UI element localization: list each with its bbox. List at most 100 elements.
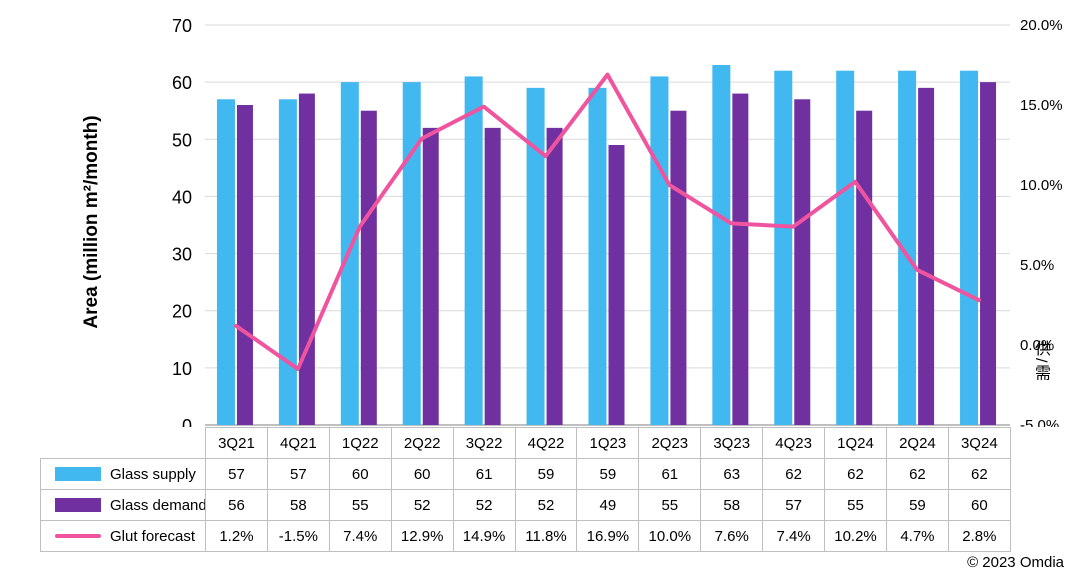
value-cell: 11.8% <box>514 520 578 552</box>
category-cell: 2Q22 <box>390 427 454 459</box>
table-row: Glass demand 56 58 55 52 52 52 49 55 58 57 55 59 60 <box>40 489 1011 521</box>
left-tick-label: 60 <box>172 73 192 93</box>
value-cell: 14.9% <box>452 520 516 552</box>
value-cell: 59 <box>885 489 949 521</box>
supply-bar <box>650 76 669 425</box>
value-cell: 57 <box>205 458 268 490</box>
category-cell: 2Q23 <box>638 427 702 459</box>
demand-bar <box>856 110 873 425</box>
left-tick-label: 10 <box>172 359 192 379</box>
supply-demand-chart: 0 10 20 30 40 50 60 70 -5.0% 0.0% 5.0% 10.0% 15.0% 20… <box>172 16 1063 427</box>
legend-cell: Glass supply <box>40 458 206 490</box>
category-cell: 3Q21 <box>205 427 268 459</box>
category-cell: 4Q21 <box>266 427 330 459</box>
glut-forecast-legend-swatch <box>55 534 101 538</box>
series-label: Glass demand <box>110 496 206 514</box>
value-cell: 12.9% <box>390 520 454 552</box>
left-tick-label: 30 <box>172 245 192 265</box>
left-tick-label: 50 <box>172 130 192 150</box>
value-cell: 62 <box>762 458 826 490</box>
supply-bar <box>526 87 545 425</box>
demand-bar <box>360 110 377 425</box>
supply-bar <box>774 70 793 425</box>
value-cell: 7.6% <box>700 520 764 552</box>
supply-bar <box>898 70 917 425</box>
supply-bar <box>588 87 607 425</box>
left-axis-title: Area (million m²/month) <box>81 115 102 329</box>
value-cell: 60 <box>390 458 454 490</box>
demand-bar <box>608 145 625 425</box>
left-tick-label: 20 <box>172 302 192 322</box>
value-cell: 52 <box>390 489 454 521</box>
value-cell: 62 <box>885 458 949 490</box>
value-cell: 4.7% <box>885 520 949 552</box>
copyright-text: © 2023 Omdia <box>967 554 1064 571</box>
demand-bar <box>794 99 811 426</box>
value-cell: 60 <box>947 489 1011 521</box>
category-cell: 1Q24 <box>824 427 887 459</box>
demand-bar <box>980 82 997 426</box>
value-cell: 62 <box>824 458 887 490</box>
table-row: Glut forecast 1.2% -1.5% 7.4% 12.9% 14.9% 11.8… <box>40 520 1011 552</box>
demand-bar <box>918 87 935 425</box>
supply-bar <box>464 76 483 425</box>
value-cell: 2.8% <box>947 520 1011 552</box>
demand-bar <box>298 93 315 426</box>
category-cell: 4Q23 <box>762 427 826 459</box>
series-label: Glut forecast <box>110 527 196 545</box>
value-cell: 58 <box>266 489 330 521</box>
value-cell: 63 <box>700 458 764 490</box>
glass-supply-legend-swatch <box>55 467 101 481</box>
category-cell: 3Q24 <box>947 427 1011 459</box>
right-tick-label: 20.0% <box>1020 17 1063 34</box>
value-cell: 59 <box>514 458 578 490</box>
supply-bar <box>960 70 979 425</box>
value-cell: 10.0% <box>638 520 702 552</box>
value-cell: 57 <box>762 489 826 521</box>
value-cell: 56 <box>205 489 268 521</box>
left-tick-label: 70 <box>172 16 192 36</box>
right-tick-label: 5.0% <box>1020 257 1054 274</box>
supply-bar <box>712 65 731 425</box>
category-cell: 4Q22 <box>514 427 578 459</box>
value-cell: 52 <box>514 489 578 521</box>
legend-cell: Glass demand <box>40 489 206 521</box>
demand-bar <box>484 127 501 425</box>
value-cell: -1.5% <box>266 520 330 552</box>
table-row: Glass supply 57 57 60 60 61 59 59 61 63 62 62 62 62 <box>40 458 1011 490</box>
supply-bar <box>216 99 235 426</box>
value-cell: 55 <box>638 489 702 521</box>
demand-bar <box>422 127 439 425</box>
left-tick-label: 40 <box>172 187 192 207</box>
right-tick-label: 15.0% <box>1020 97 1063 114</box>
glass-demand-legend-swatch <box>55 498 101 512</box>
demand-bar <box>732 93 749 426</box>
value-cell: 60 <box>328 458 392 490</box>
value-cell: 55 <box>328 489 392 521</box>
right-tick-label: 0.0% <box>1020 337 1054 354</box>
value-cell: 61 <box>452 458 516 490</box>
value-cell: 58 <box>700 489 764 521</box>
category-cell: 1Q22 <box>328 427 392 459</box>
value-cell: 55 <box>824 489 887 521</box>
demand-bar <box>670 110 687 425</box>
demand-bar <box>546 127 563 425</box>
value-cell: 10.2% <box>824 520 887 552</box>
value-cell: 1.2% <box>205 520 268 552</box>
value-cell: 7.4% <box>762 520 826 552</box>
table-corner <box>41 428 206 459</box>
category-row: 3Q21 4Q21 1Q22 2Q22 3Q22 4Q22 1Q23 2Q23 3Q23 4Q23… <box>41 427 1011 459</box>
left-tick-label: 0 <box>182 416 192 427</box>
category-cell: 3Q22 <box>452 427 516 459</box>
value-cell: 62 <box>947 458 1011 490</box>
category-cell: 3Q23 <box>700 427 764 459</box>
supply-bar <box>278 99 297 426</box>
value-cell: 49 <box>576 489 640 521</box>
demand-bar <box>236 105 253 425</box>
category-cell: 1Q23 <box>576 427 640 459</box>
right-tick-label: -5.0% <box>1020 417 1059 427</box>
chart-data-table: 3Q21 4Q21 1Q22 2Q22 3Q22 4Q22 1Q23 2Q23 3Q23 4Q23… <box>40 427 1011 552</box>
value-cell: 61 <box>638 458 702 490</box>
series-label: Glass supply <box>110 465 196 483</box>
